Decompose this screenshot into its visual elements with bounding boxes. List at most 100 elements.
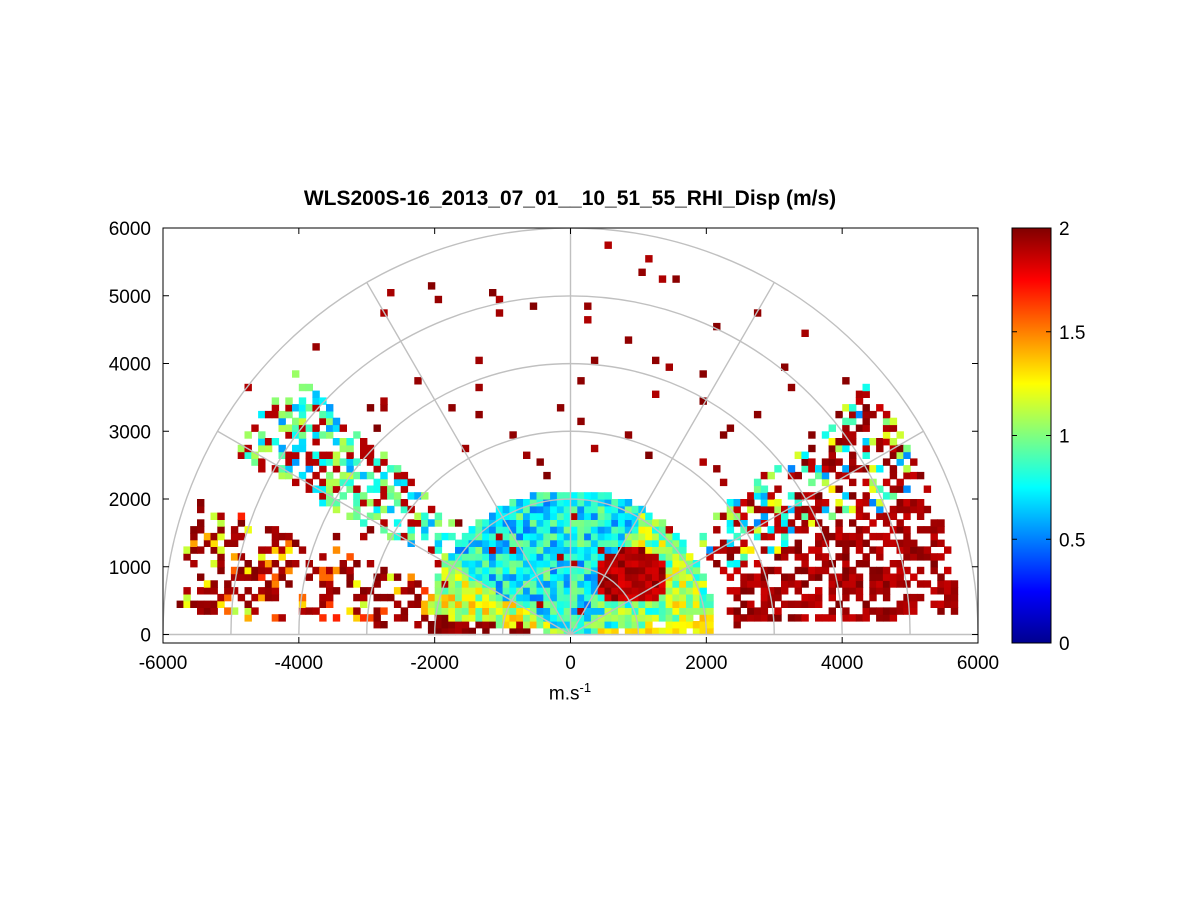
heatmap-cell [278,532,286,541]
heatmap-cell [815,546,823,554]
heatmap-cell [468,560,476,568]
heatmap-cell [550,546,558,554]
heatmap-cell [550,560,558,568]
heatmap-cell [461,587,470,595]
heatmap-cell [373,478,381,487]
heatmap-cell [658,560,667,568]
heatmap-cell [855,512,864,520]
heatmap-cell [733,607,741,615]
heatmap-cell [733,587,741,595]
heatmap-cell [699,621,707,629]
heatmap-cell [407,580,415,588]
heatmap-cell [597,614,606,622]
heatmap-cell [740,546,748,554]
heatmap-cell [468,593,476,602]
heatmap-cell [604,607,612,615]
heatmap-cell [305,424,313,432]
heatmap-cell [638,512,646,520]
heatmap-cell [570,573,578,581]
heatmap-cell [876,499,884,507]
heatmap-cell [781,512,789,520]
heatmap-cell [876,607,884,615]
heatmap-cell [339,492,347,500]
heatmap-cell [523,539,531,547]
heatmap-cell [618,614,626,622]
heatmap-cell [509,560,517,568]
heatmap-cell [346,444,354,453]
heatmap-cell [461,560,470,568]
heatmap-cell [611,614,619,622]
heatmap-cell [516,573,524,581]
heatmap-cell [611,621,619,629]
heatmap-cell [889,580,898,588]
heatmap-cell [570,539,578,547]
heatmap-cell [346,553,354,561]
heatmap-cell [502,512,510,520]
heatmap-cell [618,546,626,554]
heatmap-cell [550,499,558,507]
heatmap-cell [550,553,558,561]
heatmap-cell [760,471,769,480]
heatmap-cell [597,553,606,561]
heatmap-cell [353,505,361,514]
heatmap-cell [346,478,354,487]
heatmap-cell [896,478,904,487]
heatmap-cell [380,621,388,629]
heatmap-cell [278,614,286,622]
heatmap-cell [699,370,707,378]
heatmap-cell [815,539,823,547]
heatmap-cell [624,505,633,514]
heatmap-cell [821,539,830,547]
heatmap-cell [387,505,395,514]
heatmap-cell [319,397,327,405]
heatmap-cell [495,526,504,534]
heatmap-cell [326,580,334,588]
heatmap-cell [753,580,762,588]
heatmap-cell [699,580,707,588]
heatmap-cell [821,471,830,480]
heatmap-cell [590,621,599,629]
heatmap-cell [489,573,497,581]
heatmap-cell [665,539,673,547]
heatmap-cell [332,438,341,446]
heatmap-cell [489,560,497,568]
heatmap-cell [842,431,850,439]
y-tick-label: 5000 [109,287,151,308]
heatmap-cell [414,600,422,608]
heatmap-cell [468,526,476,534]
heatmap-cell [882,478,891,487]
heatmap-cell [835,458,843,466]
heatmap-cell [319,614,327,622]
heatmap-cell [618,580,626,588]
heatmap-cell [903,505,911,514]
heatmap-cell [597,505,606,514]
heatmap-cell [584,519,592,527]
heatmap-cell [332,587,341,595]
heatmap-cell [360,499,368,507]
heatmap-cell [740,539,748,547]
colorbar-tick-label: 0.5 [1059,530,1085,551]
heatmap-cell [543,553,551,561]
heatmap-cell [855,505,864,514]
heatmap-cell [326,478,334,487]
heatmap-cell [590,553,599,561]
heatmap-cell [516,580,524,588]
heatmap-cell [536,546,544,554]
heatmap-cell [916,566,925,575]
heatmap-cell [183,546,191,554]
x-tick-label: -6000 [139,653,188,674]
heatmap-cell [461,580,470,588]
heatmap-cell [652,560,660,568]
heatmap-cell [652,532,660,541]
heatmap-cell [529,526,538,534]
heatmap-cell [230,566,239,575]
heatmap-cell [373,499,381,507]
heatmap-cell [563,593,572,602]
heatmap-cell [760,593,769,602]
heatmap-cell [896,607,904,615]
heatmap-cell [862,478,870,487]
heatmap-cell [224,580,232,588]
heatmap-cell [577,587,585,595]
heatmap-cell [339,458,347,466]
heatmap-cell [767,471,775,480]
